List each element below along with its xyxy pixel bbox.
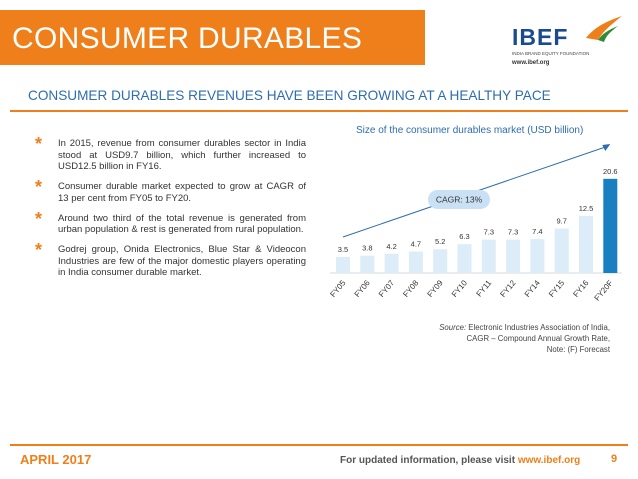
logo-text: IBEF (512, 24, 569, 50)
bar-fy05 (336, 257, 350, 273)
bullet-star-icon: * (35, 239, 43, 260)
bullet-text: Godrej group, Onida Electronics, Blue St… (58, 243, 306, 279)
bar-fy08 (408, 251, 423, 273)
bullet-star-icon: * (35, 208, 43, 229)
x-tick-label: FY06 (353, 278, 373, 299)
logo-url: www.ibef.org (512, 60, 550, 66)
bullet-text: Consumer durable market expected to grow… (58, 181, 306, 204)
x-tick-label: FY05 (328, 278, 348, 299)
source-line-2: CAGR – Compound Annual Growth Rate, (466, 334, 610, 344)
x-tick-label: FY11 (475, 278, 494, 298)
x-tick-label: FY15 (547, 278, 567, 299)
bullet-item: * Godrej group, Onida Electronics, Blue … (35, 239, 306, 279)
x-tick-label: FY07 (377, 278, 397, 299)
x-tick-label: FY14 (523, 278, 543, 299)
data-label: 7.3 (484, 228, 494, 237)
data-label: 7.3 (508, 228, 518, 237)
bullet-text: In 2015, revenue from consumer durables … (58, 138, 306, 173)
bird-logo-icon (586, 16, 622, 42)
bar-fy07 (384, 253, 399, 273)
footer-divider (10, 444, 628, 446)
data-label: 7.4 (532, 227, 542, 236)
cagr-arrow-head-icon (602, 144, 611, 151)
data-label: 9.7 (556, 217, 566, 226)
bullet-text: Around two third of the total revenue is… (58, 212, 306, 236)
source-note: Source: Electronic Industries Associatio… (380, 322, 610, 356)
x-tick-label: FY08 (401, 278, 421, 299)
bullet-star-icon: * (35, 177, 43, 198)
bar-fy11 (481, 239, 496, 273)
bar-fy14 (530, 239, 545, 273)
x-tick-label: FY12 (498, 278, 518, 299)
bar-fy20f (603, 178, 618, 273)
bar-chart: 3.5 FY05 3.8 FY06 4.2 FY07 4.7 FY08 5.2 FY09 6.3 FY… (328, 144, 622, 303)
footer-link[interactable]: www.ibef.org (517, 455, 581, 466)
source-line-3: Note: (F) Forecast (546, 345, 610, 355)
bullet-item: * In 2015, revenue from consumer durable… (35, 134, 306, 173)
bar-fy15 (554, 228, 569, 273)
data-label: 4.7 (411, 240, 421, 249)
cagr-badge (428, 190, 490, 209)
footer-date: APRIL 2017 (20, 452, 92, 467)
bullet-star-icon: * (35, 134, 43, 154)
source-line-1: Electronic Industries Association of Ind… (466, 323, 610, 332)
section-subtitle: CONSUMER DURABLES REVENUES HAVE BEEN GRO… (28, 88, 551, 103)
data-label: 20.6 (603, 167, 618, 176)
bar-fy10 (457, 244, 472, 273)
data-label: 12.5 (579, 204, 594, 213)
data-label: 4.2 (386, 242, 396, 251)
x-tick-label: FY16 (571, 278, 591, 299)
page-number: 9 (611, 453, 618, 465)
x-tick-label: FY10 (450, 278, 470, 299)
x-tick-label: FY09 (426, 278, 446, 299)
cagr-annotation-text: CAGR: 13% (436, 195, 483, 205)
data-label: 3.8 (362, 244, 372, 253)
bullet-item: * Consumer durable market expected to gr… (35, 177, 306, 204)
footer-info: For updated information, please visit ww… (340, 455, 580, 466)
page-title: CONSUMER DURABLES (0, 10, 425, 65)
data-label: 6.3 (459, 232, 469, 241)
subtitle-divider (10, 110, 628, 112)
bar-fy09 (433, 249, 448, 273)
source-label: Source: (439, 323, 467, 332)
bar-fy12 (506, 239, 521, 273)
chart-title: Size of the consumer durables market (US… (356, 125, 584, 136)
data-label: 3.5 (338, 245, 348, 254)
bullet-item: * Around two third of the total revenue … (35, 208, 306, 236)
data-label: 5.2 (435, 237, 445, 246)
bullet-list: * In 2015, revenue from consumer durable… (35, 134, 306, 287)
x-tick-label: FY20F (593, 278, 615, 302)
ibef-logo[interactable]: IBEF INDIA BRAND EQUITY FOUNDATION www.i… (510, 14, 630, 66)
bar-fy06 (360, 255, 375, 273)
logo-subtitle: INDIA BRAND EQUITY FOUNDATION (512, 51, 590, 56)
footer-info-text: For updated information, please visit (340, 455, 518, 466)
bar-fy16 (579, 215, 593, 273)
